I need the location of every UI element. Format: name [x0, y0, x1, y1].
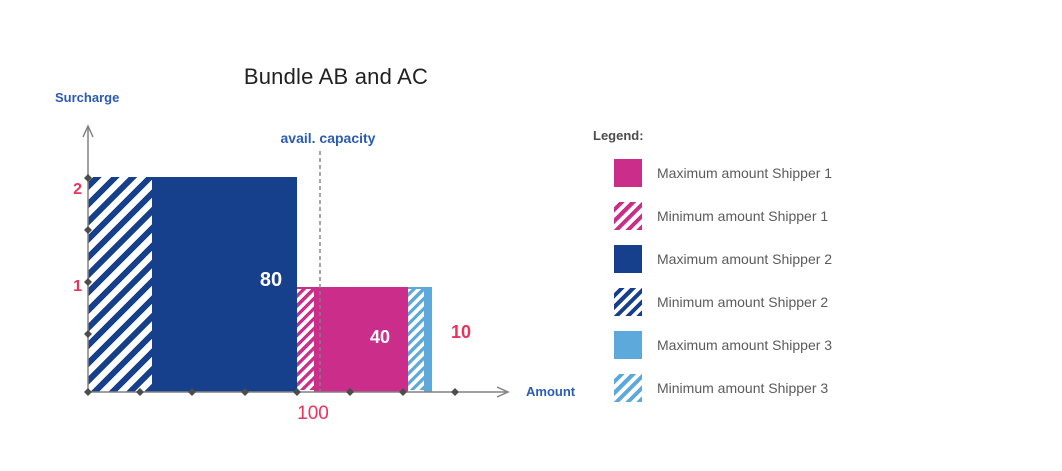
hatched-magenta-swatch	[614, 202, 642, 230]
y-axis-arrow-icon	[82, 124, 94, 138]
legend-item-label: Maximum amount Shipper 1	[657, 165, 833, 181]
legend-item-label: Minimum amount Shipper 3	[657, 380, 829, 396]
solid-magenta-swatch	[614, 159, 642, 187]
y-axis-label: Surcharge	[55, 90, 120, 105]
legend-item-label: Minimum amount Shipper 2	[657, 294, 829, 310]
shipper1-amount-value: 40	[369, 327, 391, 347]
hatched-lightblue-swatch	[614, 374, 642, 402]
y-axis-tick-diamonds	[84, 174, 92, 338]
bar-shipper1-minimum	[297, 287, 314, 390]
chart-title: Bundle AB and AC	[243, 64, 429, 89]
hatched-navy-swatch	[614, 288, 642, 316]
shipper2-amount-value: 80	[259, 269, 283, 291]
solid-navy-swatch	[614, 245, 642, 273]
avail-capacity-label: avail. capacity	[280, 130, 376, 146]
solid-lightblue-swatch	[614, 331, 642, 359]
legend: Maximum amount Shipper 1 Minimum amount …	[614, 159, 832, 417]
y-tick-label-2: 2	[73, 181, 82, 198]
bar-shipper2-minimum	[88, 177, 152, 392]
shipper3-amount-value: 10	[450, 322, 472, 342]
x-axis-label: Amount	[526, 384, 576, 399]
legend-item-label: Maximum amount Shipper 2	[657, 251, 833, 267]
x-axis-arrow-icon	[496, 386, 510, 398]
legend-item-min-shipper1: Minimum amount Shipper 1	[614, 202, 832, 230]
legend-item-max-shipper2: Maximum amount Shipper 2	[614, 245, 832, 273]
bar-shipper1-maximum	[314, 287, 408, 392]
bar-shipper2-maximum	[152, 177, 297, 392]
y-tick-label-1: 1	[73, 278, 82, 295]
x-axis-tick-diamonds	[84, 388, 459, 396]
bar-shipper3-maximum	[424, 287, 432, 392]
x-tick-label-100: 100	[297, 403, 329, 424]
legend-item-min-shipper3: Minimum amount Shipper 3	[614, 374, 832, 402]
bar-shipper3-minimum	[408, 287, 424, 390]
legend-heading: Legend:	[593, 128, 644, 143]
legend-item-max-shipper1: Maximum amount Shipper 1	[614, 159, 832, 187]
legend-item-label: Minimum amount Shipper 1	[657, 208, 829, 224]
legend-item-label: Maximum amount Shipper 3	[657, 337, 833, 353]
legend-item-min-shipper2: Minimum amount Shipper 2	[614, 288, 832, 316]
legend-item-max-shipper3: Maximum amount Shipper 3	[614, 331, 832, 359]
